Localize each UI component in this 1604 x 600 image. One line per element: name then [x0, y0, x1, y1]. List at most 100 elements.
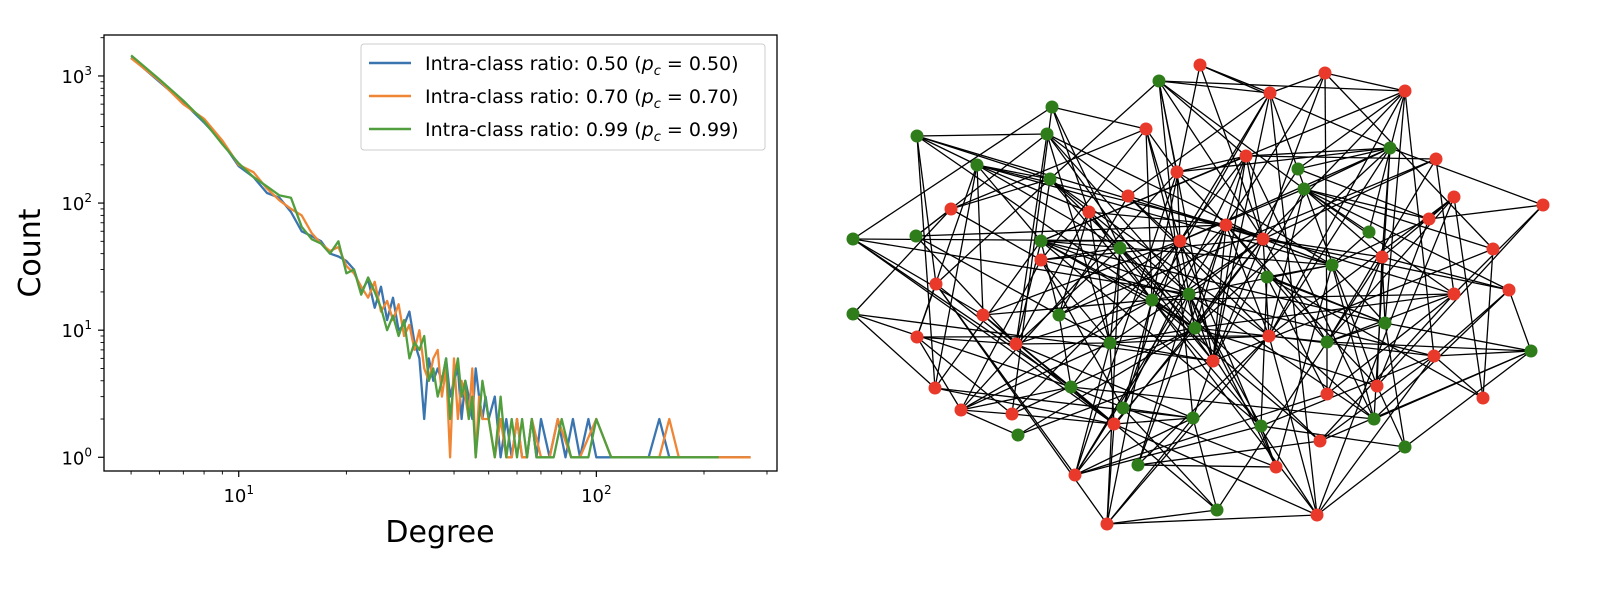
graph-node-red	[1193, 58, 1207, 72]
graph-edge	[1324, 72, 1406, 92]
graph-edge	[1435, 158, 1455, 295]
graph-node-red	[1375, 250, 1389, 264]
graph-edge	[1011, 240, 1181, 415]
graph-edge	[1303, 188, 1430, 220]
graph-edge	[1384, 90, 1406, 324]
graph-edge	[1017, 360, 1214, 436]
graph-edge	[1194, 293, 1455, 329]
x-axis-label: Degree	[385, 515, 494, 550]
graph-node-green	[1186, 411, 1200, 425]
graph-node-red	[1068, 468, 1082, 482]
graph-edge	[1225, 224, 1378, 387]
graph-edge	[916, 135, 1264, 240]
graph-edge	[1212, 92, 1271, 362]
graph-node-red	[1239, 149, 1253, 163]
graph-edge	[1225, 224, 1270, 337]
graph-node-red	[1486, 242, 1500, 256]
graph-edge	[1269, 92, 1378, 387]
graph-node-green	[1325, 258, 1339, 272]
graph-node-red	[1034, 253, 1048, 267]
graph-edge	[1212, 155, 1247, 362]
graph-edge	[915, 224, 1227, 237]
graph-edge	[1058, 240, 1181, 316]
graph-edge	[1049, 178, 1321, 442]
graph-node-green	[1524, 344, 1538, 358]
graph-edge	[1188, 293, 1277, 468]
graph-node-green	[846, 307, 860, 321]
graph-edge	[1297, 168, 1430, 220]
graph-edge	[1260, 276, 1268, 427]
graph-edge	[950, 128, 1147, 210]
graph-node-red	[1100, 517, 1114, 531]
graph-edge	[1088, 211, 1227, 226]
y-tick-label: 102	[61, 191, 92, 215]
legend-label: Intra-class ratio: 0.99 (pc = 0.99)	[425, 119, 739, 145]
graph-node-green	[1182, 287, 1196, 301]
graph-edge	[1389, 147, 1544, 206]
graph-edge	[1058, 211, 1090, 316]
graph-edge	[1127, 195, 1375, 420]
graph-edge	[916, 135, 937, 285]
graph-node-green	[1254, 419, 1268, 433]
graph-node-red	[1447, 287, 1461, 301]
graph-node-green	[1103, 336, 1117, 350]
graph-edge	[1040, 259, 1124, 409]
graph-node-green	[1043, 172, 1057, 186]
graph-edge	[976, 164, 984, 316]
graph-edge	[1266, 276, 1328, 395]
graph-edge	[852, 208, 952, 315]
series-layer	[130, 54, 751, 459]
graph-node-green	[1260, 270, 1274, 284]
graph-edge	[1268, 147, 1391, 337]
legend: Intra-class ratio: 0.50 (pc = 0.50) Intra…	[360, 43, 766, 151]
graph-edge	[1122, 407, 1218, 511]
graph-edge	[1262, 238, 1510, 291]
graph-node-green	[1011, 428, 1025, 442]
graph-edge	[916, 283, 937, 338]
edges-layer	[852, 64, 1544, 525]
graph-edge	[1015, 133, 1048, 345]
graph-edge	[982, 299, 1153, 316]
graph-edge	[916, 135, 978, 166]
graph-node-red	[1318, 66, 1332, 80]
graph-node-red	[1173, 234, 1187, 248]
graph-edge	[1176, 171, 1181, 242]
graph-edge	[1040, 240, 1060, 316]
graph-edge	[935, 283, 1115, 425]
graph-node-green	[1040, 127, 1054, 141]
graph-edge	[1303, 188, 1370, 233]
graph-edge	[1212, 188, 1305, 362]
graph-edge	[1269, 72, 1326, 94]
graph-edge	[1106, 247, 1121, 525]
graph-node-green	[1398, 440, 1412, 454]
graph-edge	[960, 171, 1178, 411]
graph-edge	[960, 299, 1153, 411]
graph-edge	[1158, 80, 1214, 362]
graph-edge	[1376, 196, 1455, 387]
graph-node-green	[909, 229, 923, 243]
graph-node-green	[1383, 141, 1397, 155]
graph-node-green	[1152, 74, 1166, 88]
graph-edge	[1216, 341, 1328, 511]
graph-edge	[1428, 204, 1544, 220]
graph-edge	[1145, 128, 1181, 242]
graph-edge	[1319, 293, 1455, 442]
graph-edge	[1176, 155, 1247, 173]
graph-edge	[1074, 342, 1111, 476]
graph-edge	[1199, 64, 1391, 149]
graph-edge	[1192, 417, 1218, 511]
graph-node-red	[929, 277, 943, 291]
graph-edge	[916, 336, 1013, 415]
graph-edge	[1368, 90, 1406, 233]
graph-node-red	[1005, 407, 1019, 421]
graph-node-red	[1269, 460, 1283, 474]
graph-node-green	[1034, 234, 1048, 248]
graph-node-red	[1139, 122, 1153, 136]
graph-node-green	[1291, 162, 1305, 176]
x-tick-label: 102	[581, 483, 612, 507]
graph-edge	[1151, 299, 1262, 427]
graph-edge	[1179, 92, 1271, 242]
graph-edge	[1015, 342, 1111, 345]
graph-edge	[1373, 289, 1510, 420]
